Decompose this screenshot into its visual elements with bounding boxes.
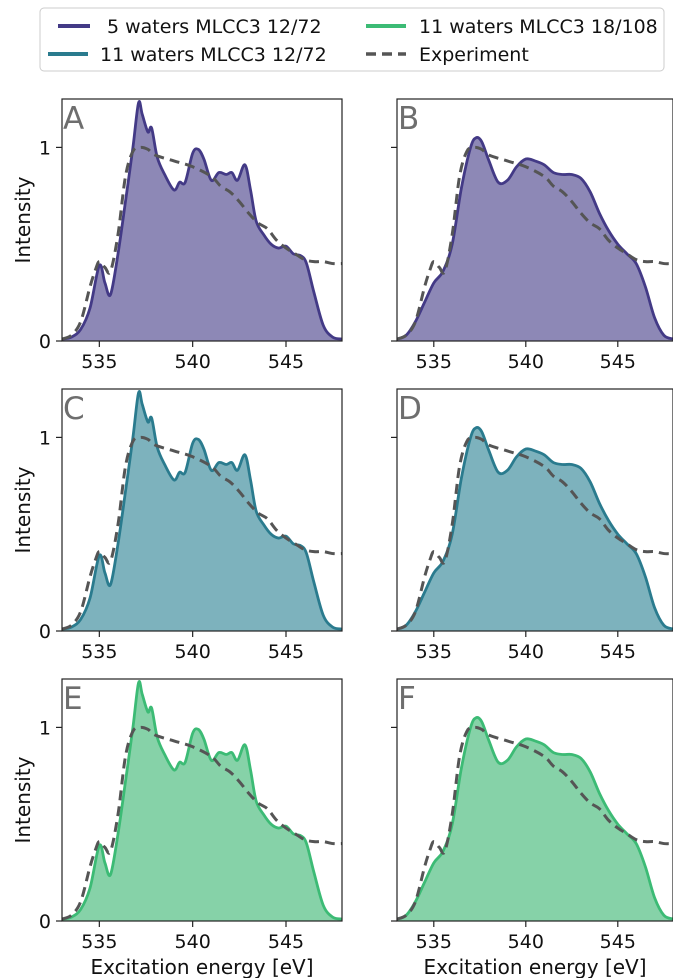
legend-label-experiment: Experiment [419,44,529,66]
experiment-line-f [397,725,673,921]
x-tick-label-b-535: 535 [416,351,452,373]
axes-frame-d [396,388,673,632]
spectrum-line-d [397,425,673,631]
plot-area-c [62,390,342,631]
panel-label-a: A [63,101,84,137]
x-tick-label-f-540: 540 [508,931,544,953]
experiment-line-a [62,145,342,341]
y-axis-label-a: Intensity [11,176,35,263]
x-tick-label-e-540: 540 [175,931,211,953]
axes-frame-e [61,678,343,922]
x-tick-label-b-540: 540 [508,351,544,373]
spectrum-fill-a [62,101,342,341]
experiment-line-e [62,725,342,921]
spectrum-line-b [397,135,673,341]
x-tick-label-c-535: 535 [81,641,117,663]
x-tick-label-e-545: 545 [268,931,304,953]
spectrum-fill-c [62,391,342,631]
spectrum-fill-f [397,717,673,921]
axes-frame-a [61,98,343,342]
x-tick-label-c-540: 540 [175,641,211,663]
experiment-line-d [397,435,673,631]
x-axis-label-e: Excitation energy [eV] [90,955,313,978]
panel-label-f: F [398,681,416,717]
y-tick-label-e-1: 1 [39,717,51,739]
y-tick-label-c-0: 0 [39,621,51,643]
plot-area-f [397,715,673,921]
spectrum-line-f [397,715,673,921]
x-tick-label-d-535: 535 [416,641,452,663]
plot-area-d [397,425,673,631]
experiment-line-b [397,145,673,341]
plot-area-a [62,100,342,341]
y-axis-label-e: Intensity [11,756,35,843]
x-tick-label-e-535: 535 [81,931,117,953]
x-tick-label-f-535: 535 [416,931,452,953]
legend-box [39,7,665,72]
x-tick-label-b-545: 545 [600,351,636,373]
y-tick-label-e-0: 0 [39,911,51,933]
axes-frame-f [396,678,673,922]
legend-label-5-waters: 5 waters MLCC3 12/72 [107,16,322,38]
panel-label-c: C [63,391,85,427]
panel-b: B 535 540 545 [391,98,673,373]
axes-frame-b [396,98,673,342]
experiment-line-c [62,435,342,631]
legend-label-11-waters-18-108: 11 waters MLCC3 18/108 [419,16,658,38]
x-tick-label-a-535: 535 [81,351,117,373]
x-tick-label-a-540: 540 [175,351,211,373]
plot-area-e [62,680,342,921]
y-tick-label-c-1: 1 [39,427,51,449]
x-tick-label-d-545: 545 [600,641,636,663]
panel-label-b: B [398,101,419,137]
panel-label-d: D [398,391,422,427]
y-tick-label-a-1: 1 [39,137,51,159]
spectrum-fill-e [62,681,342,921]
plot-area-b [397,135,673,341]
y-tick-label-a-0: 0 [39,331,51,353]
spectrum-fill-d [397,427,673,631]
y-axis-label-c: Intensity [11,466,35,553]
axes-frame-c [61,388,343,632]
x-axis-label-f: Excitation energy [eV] [423,955,646,978]
legend-label-11-waters-12-72: 11 waters MLCC3 12/72 [100,44,327,66]
panel-label-e: E [63,681,83,717]
x-tick-label-c-545: 545 [268,641,304,663]
x-tick-label-a-545: 545 [268,351,304,373]
x-tick-label-d-540: 540 [508,641,544,663]
x-tick-label-f-545: 545 [600,931,636,953]
spectrum-fill-b [397,137,673,341]
legend: 5 waters MLCC3 12/72 11 waters MLCC3 12/… [39,7,665,72]
panel-d: D 535 540 545 [391,388,673,663]
